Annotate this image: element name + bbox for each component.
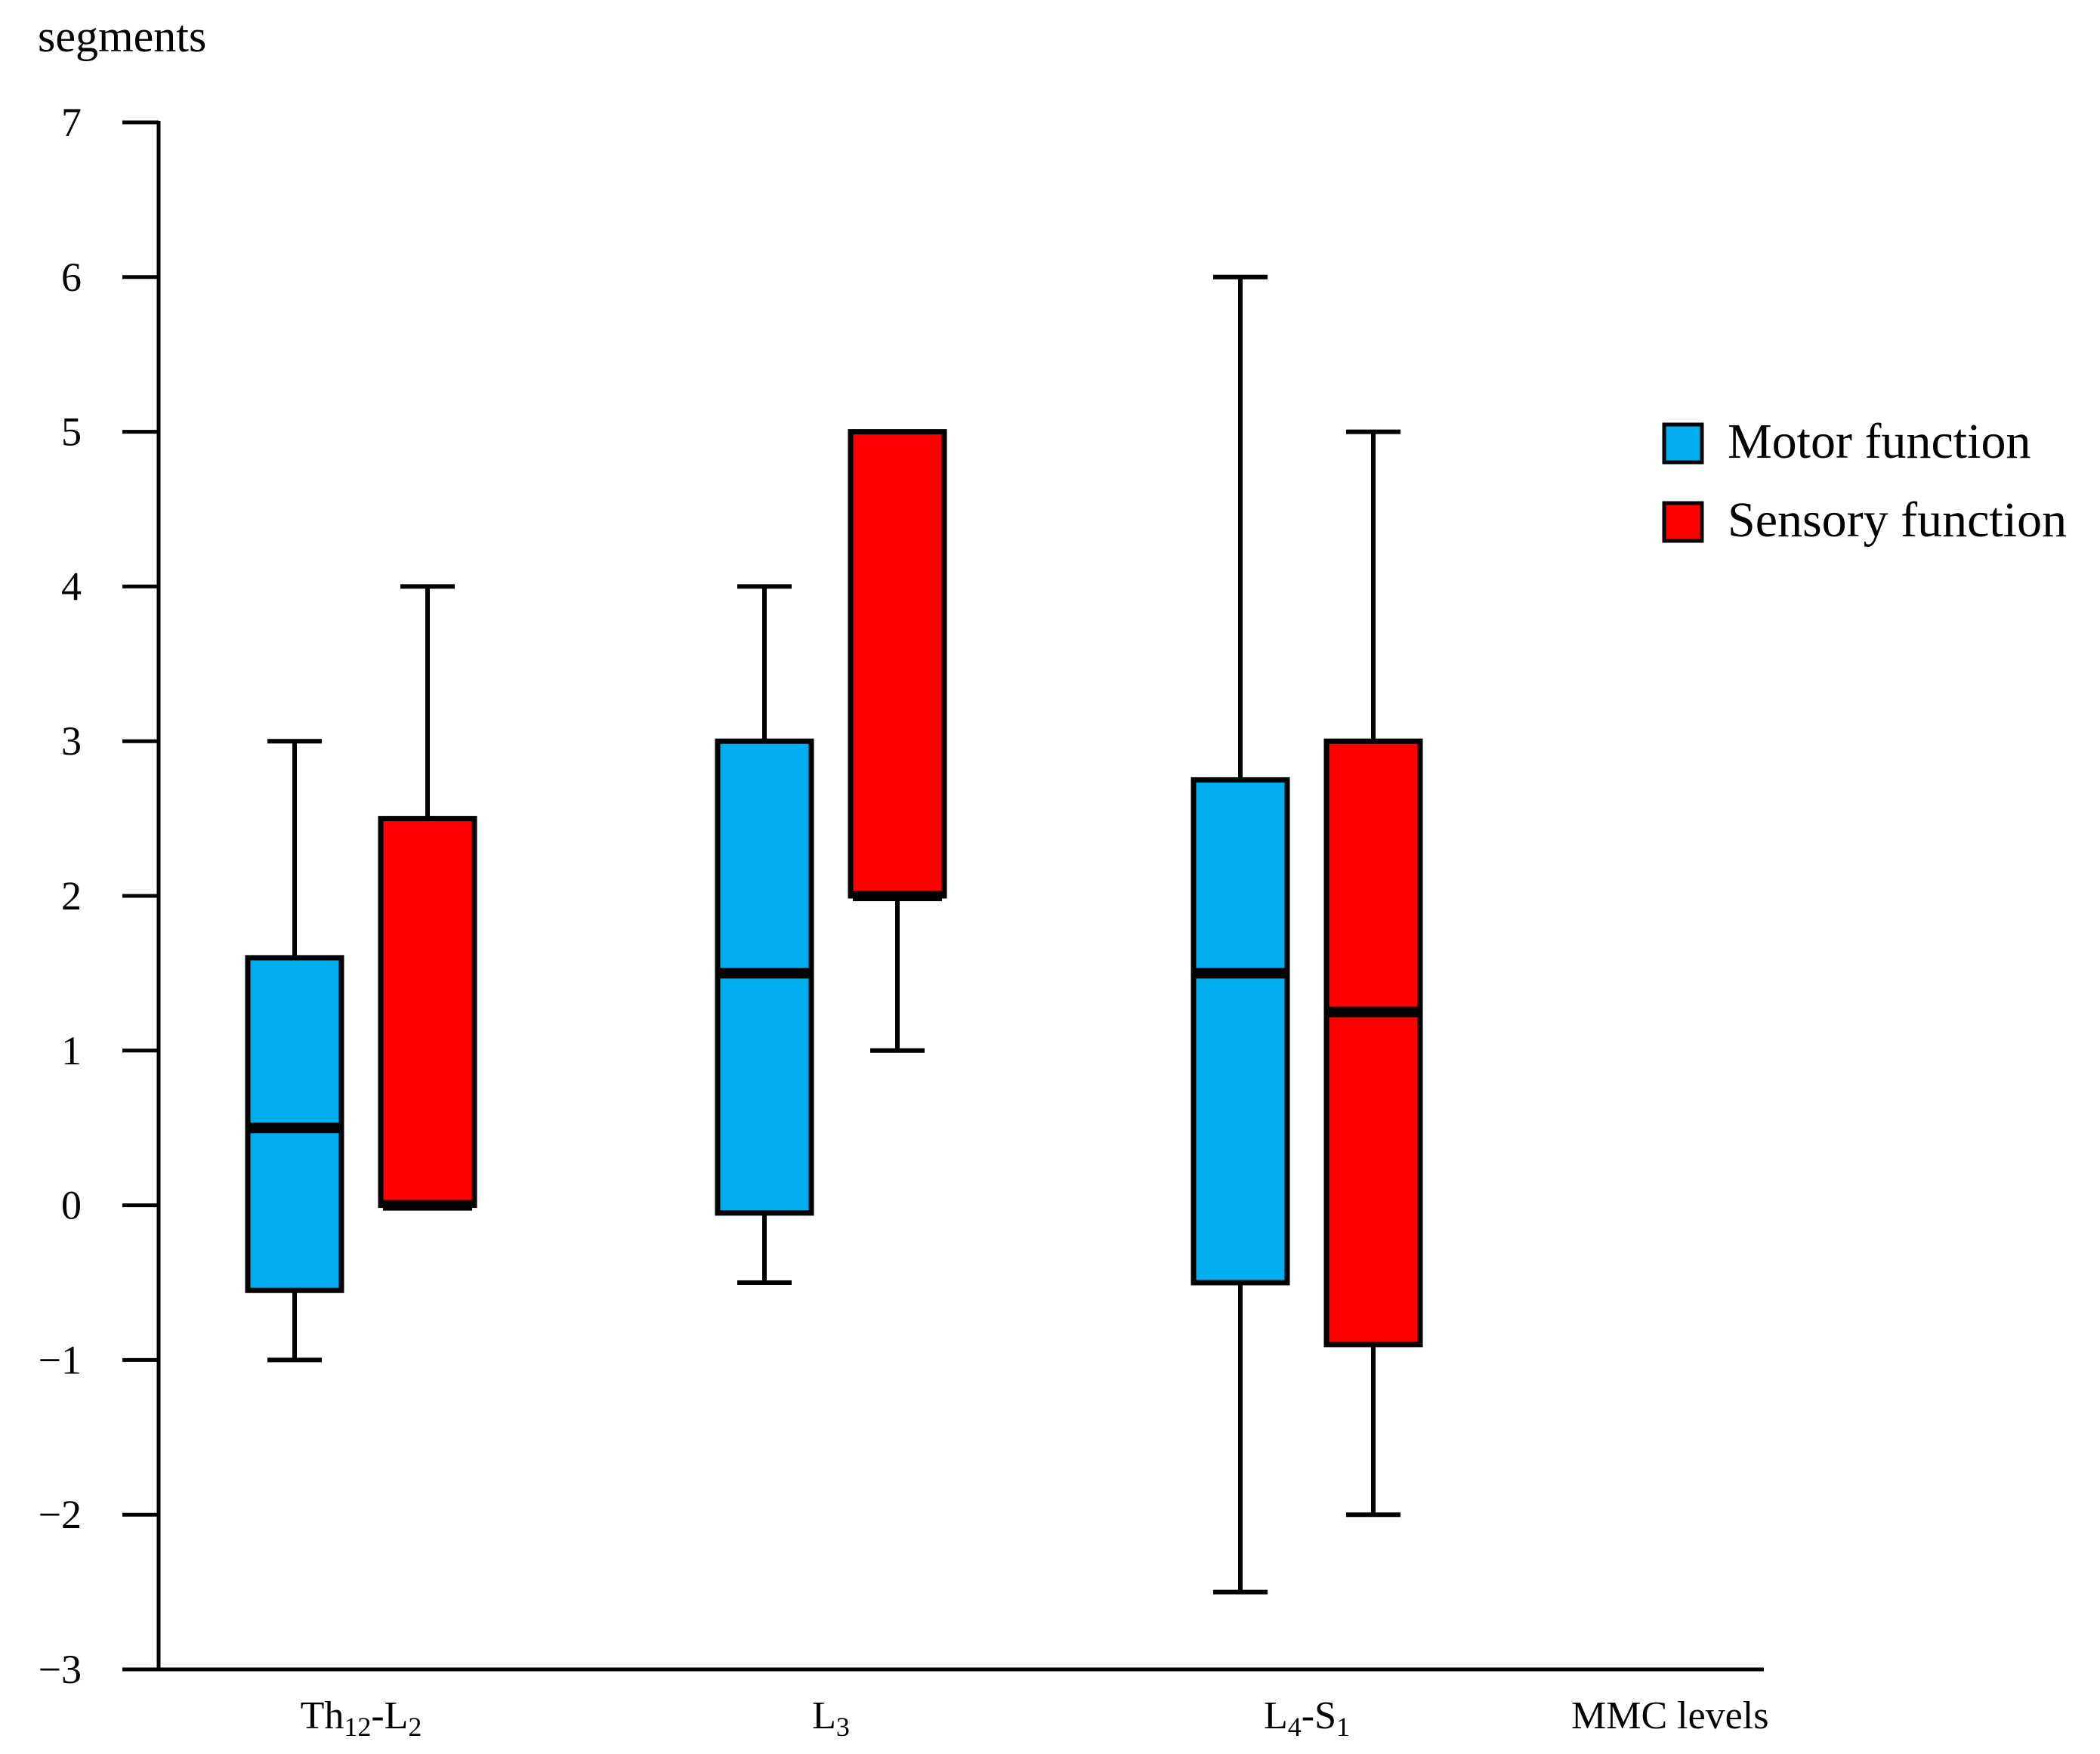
iqr-box <box>1323 738 1423 1348</box>
box-motor-0 <box>245 739 344 1363</box>
y-tick-label: 2 <box>61 873 82 919</box>
x-category-label: L3 <box>812 1694 850 1742</box>
label-part: -S <box>1302 1694 1336 1737</box>
iqr-box <box>378 816 477 1209</box>
legend-swatch-sensory <box>1662 501 1704 543</box>
box-sensory-2 <box>1323 429 1423 1518</box>
legend: Motor function Sensory function <box>1662 414 2067 548</box>
y-tick-label: 3 <box>61 718 82 764</box>
subscript: 3 <box>836 1712 850 1742</box>
y-axis-title: segments <box>38 11 206 61</box>
label-part: L <box>812 1694 836 1737</box>
x-category-label: L4-S1 <box>1264 1694 1350 1742</box>
subscript: 1 <box>1336 1712 1350 1742</box>
box-sensory-0 <box>378 584 477 1211</box>
box-motor-1 <box>715 584 814 1285</box>
subscript: 4 <box>1288 1712 1302 1742</box>
x-axis-title: MMC levels <box>1571 1694 1768 1737</box>
y-tick-label: 7 <box>61 100 82 145</box>
box-motor-2 <box>1191 274 1290 1595</box>
legend-label-motor: Motor function <box>1728 414 2031 469</box>
box-sensory-1 <box>848 429 947 1053</box>
y-tick-label: 1 <box>61 1028 82 1073</box>
y-tick-label: 0 <box>61 1183 82 1228</box>
iqr-box <box>848 429 947 899</box>
y-tick-label: −1 <box>39 1337 82 1382</box>
y-tick-label: 4 <box>61 564 82 609</box>
y-tick-label: −2 <box>39 1492 82 1537</box>
axes: 7 6 5 4 3 2 1 0 −1 −2 −3 <box>39 100 1764 1692</box>
label-part: L <box>1264 1694 1288 1737</box>
iqr-box <box>1191 777 1290 1286</box>
label-part: Th <box>301 1694 344 1737</box>
boxes <box>245 274 1423 1595</box>
label-part: -L <box>371 1694 408 1737</box>
y-tick-label: 5 <box>61 409 82 455</box>
x-category-label: Th12-L2 <box>301 1694 422 1742</box>
legend-swatch-motor <box>1662 422 1704 465</box>
y-tick-label: 6 <box>61 255 82 300</box>
subscript: 2 <box>408 1712 422 1742</box>
subscript: 12 <box>344 1712 371 1742</box>
legend-label-sensory: Sensory function <box>1728 493 2067 548</box>
y-tick-label: −3 <box>39 1647 82 1692</box>
x-category-labels: Th12-L2 L3 L4-S1 <box>301 1694 1350 1742</box>
